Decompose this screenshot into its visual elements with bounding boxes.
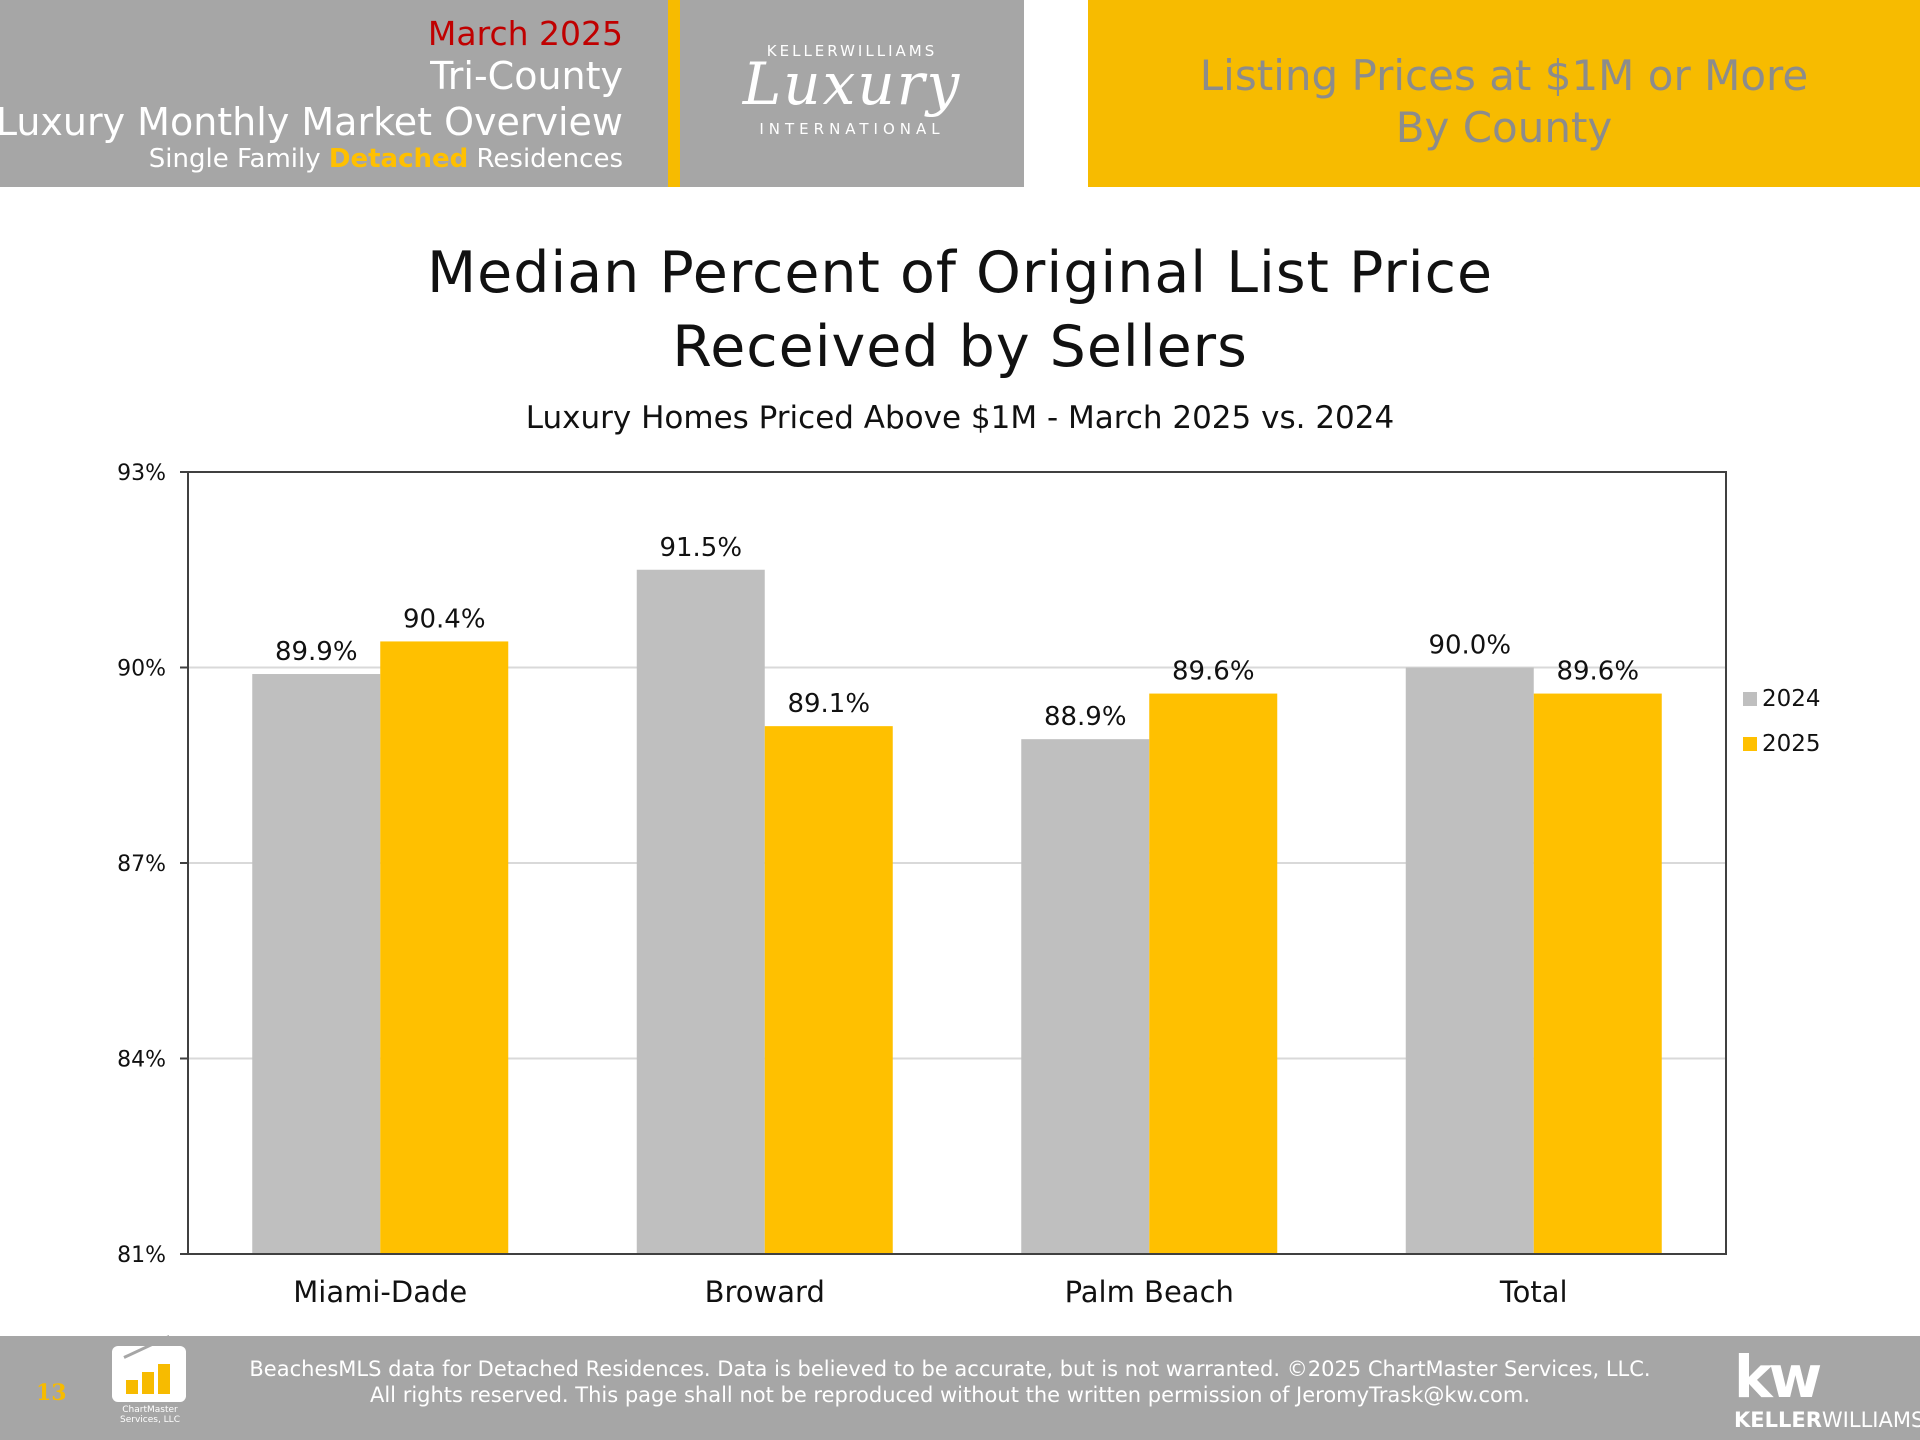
legend-swatch-2025 (1743, 737, 1757, 751)
logo-main-text: Luxury (742, 50, 962, 118)
y-tick-label: 81% (117, 1243, 166, 1268)
header-right-panel: Listing Prices at $1M or More By County (1088, 0, 1920, 187)
chart-subtitle: Luxury Homes Priced Above $1M - March 20… (525, 400, 1395, 436)
x-tick-label: Palm Beach (1065, 1275, 1234, 1309)
report-region: Tri-County (430, 54, 623, 98)
chart-title-line1: Median Percent of Original List Price (426, 240, 1494, 306)
legend-label-2024: 2024 (1762, 686, 1821, 712)
bar-2025-total (1533, 693, 1662, 1254)
chart-title-line2: Received by Sellers (672, 314, 1248, 380)
logo-top-text: KELLERWILLIAMS (766, 42, 938, 60)
legend-swatch-2024 (1743, 692, 1757, 706)
data-label: 89.6% (1172, 657, 1255, 687)
y-tick-label: 90% (117, 657, 166, 682)
y-tick-label: 84% (117, 1048, 166, 1073)
bar-2024-miami-dade (252, 674, 381, 1254)
x-tick-label: Total (1499, 1275, 1568, 1309)
logo-bottom-text: INTERNATIONAL (759, 120, 945, 138)
report-title: Luxury Monthly Market Overview (0, 100, 623, 144)
disclaimer-line1: BeachesMLS data for Detached Residences.… (249, 1357, 1651, 1381)
bar-2024-broward (636, 569, 765, 1254)
y-tick-label: 93% (117, 461, 166, 486)
data-label: 90.4% (403, 604, 486, 634)
bar-2025-broward (764, 726, 893, 1254)
data-label: 89.6% (1556, 657, 1639, 687)
kw-luxury-logo: KELLERWILLIAMS Luxury INTERNATIONAL (680, 0, 1024, 187)
report-subtitle-pre: Single Family (148, 144, 329, 174)
bar-2025-palm-beach (1149, 693, 1278, 1254)
chartmaster-logo-text: ChartMaster Services, LLC (120, 1405, 180, 1425)
x-tick-label: Broward (705, 1275, 825, 1309)
page-number: 13 (36, 1380, 67, 1406)
bar-chart: 81% 84% 87% 90% 93% 89.9% 90.4% Miami-Dade 91.5%… (117, 461, 1821, 1309)
data-label: 89.9% (275, 637, 358, 667)
report-subtitle: Single Family Detached Residences (149, 144, 623, 174)
data-label: 91.5% (659, 533, 742, 563)
plot-area-border (187, 471, 1727, 1255)
kw-wordmark-rest: WILLIAMS. (1821, 1408, 1920, 1432)
report-month: March 2025 (427, 14, 623, 53)
section-title-line2: By County (1395, 103, 1613, 152)
kw-logo-wordmark: KELLERWILLIAMS. (1734, 1408, 1920, 1432)
footer: 13 ChartMaster Services, LLC BeachesMLS … (0, 1335, 1920, 1440)
disclaimer-line2: All rights reserved. This page shall not… (369, 1383, 1531, 1407)
y-tick-label: 87% (117, 852, 166, 877)
header-divider-stripe (668, 0, 680, 187)
x-tick-label: Miami-Dade (293, 1275, 467, 1309)
legend-label-2025: 2025 (1762, 731, 1821, 757)
data-label: 88.9% (1044, 702, 1127, 732)
report-subtitle-post: Residences (468, 144, 624, 174)
header-left-panel: March 2025 Tri-County Luxury Monthly Mar… (0, 0, 668, 187)
kw-logo-mark: kw (1734, 1343, 1822, 1411)
chartmaster-logo-icon (112, 1335, 186, 1402)
report-subtitle-highlight: Detached (328, 144, 469, 174)
data-label: 90.0% (1428, 631, 1511, 661)
section-title-line1: Listing Prices at $1M or More (1199, 51, 1809, 100)
data-label: 89.1% (787, 689, 870, 719)
kw-wordmark-bold: KELLER (1734, 1408, 1822, 1432)
bar-2025-miami-dade (380, 641, 509, 1254)
bar-2024-palm-beach (1021, 739, 1150, 1254)
bar-2024-total (1405, 667, 1534, 1254)
